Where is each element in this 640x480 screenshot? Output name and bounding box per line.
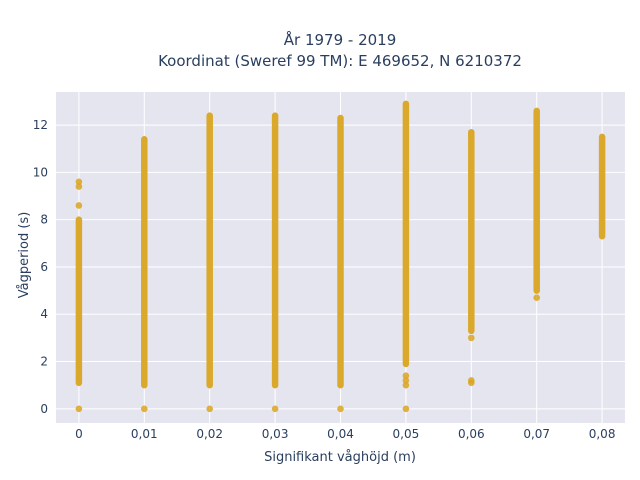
data-point — [75, 405, 83, 413]
x-tick-label: 0,07 — [523, 427, 550, 441]
y-tick-label: 8 — [40, 213, 48, 227]
x-axis-title: Signifikant våghöjd (m) — [264, 450, 416, 465]
data-point — [533, 294, 541, 301]
y-tick-label: 10 — [33, 165, 48, 179]
y-tick-label: 12 — [33, 118, 48, 132]
x-tick-label: 0,01 — [131, 427, 158, 441]
chart-subtitle: Koordinat (Sweref 99 TM): E 469652, N 62… — [158, 52, 522, 70]
data-point — [75, 178, 83, 186]
y-tick-label: 2 — [40, 355, 48, 369]
x-tick-label: 0,02 — [196, 427, 223, 441]
data-point — [402, 377, 410, 384]
data-point — [402, 372, 410, 380]
data-point — [402, 405, 410, 413]
x-tick-label: 0,03 — [262, 427, 289, 441]
y-tick-label: 4 — [40, 307, 48, 321]
data-point — [75, 183, 83, 190]
data-points — [75, 100, 606, 413]
x-tick-label: 0 — [75, 427, 83, 441]
data-point — [468, 334, 475, 342]
x-tick-label: 0,04 — [327, 427, 354, 441]
y-tick-labels: 0 2 4 6 8 10 12 — [33, 118, 48, 416]
x-tick-label: 0,05 — [393, 427, 420, 441]
data-point — [271, 405, 279, 413]
data-point — [140, 405, 148, 413]
y-tick-label: 0 — [40, 402, 48, 416]
data-point — [337, 405, 344, 413]
x-tick-labels: 0 0,01 0,02 0,03 0,04 0,05 0,06 0,07 0,08 — [75, 427, 615, 441]
chart-title: År 1979 - 2019 — [284, 30, 397, 49]
x-tick-label: 0,08 — [589, 427, 616, 441]
data-point — [468, 377, 475, 384]
data-point — [206, 405, 213, 413]
y-axis-title: Vågperiod (s) — [17, 212, 32, 299]
data-point — [402, 381, 410, 389]
data-point — [75, 202, 83, 209]
x-tick-label: 0,06 — [458, 427, 485, 441]
y-tick-label: 6 — [40, 260, 48, 274]
